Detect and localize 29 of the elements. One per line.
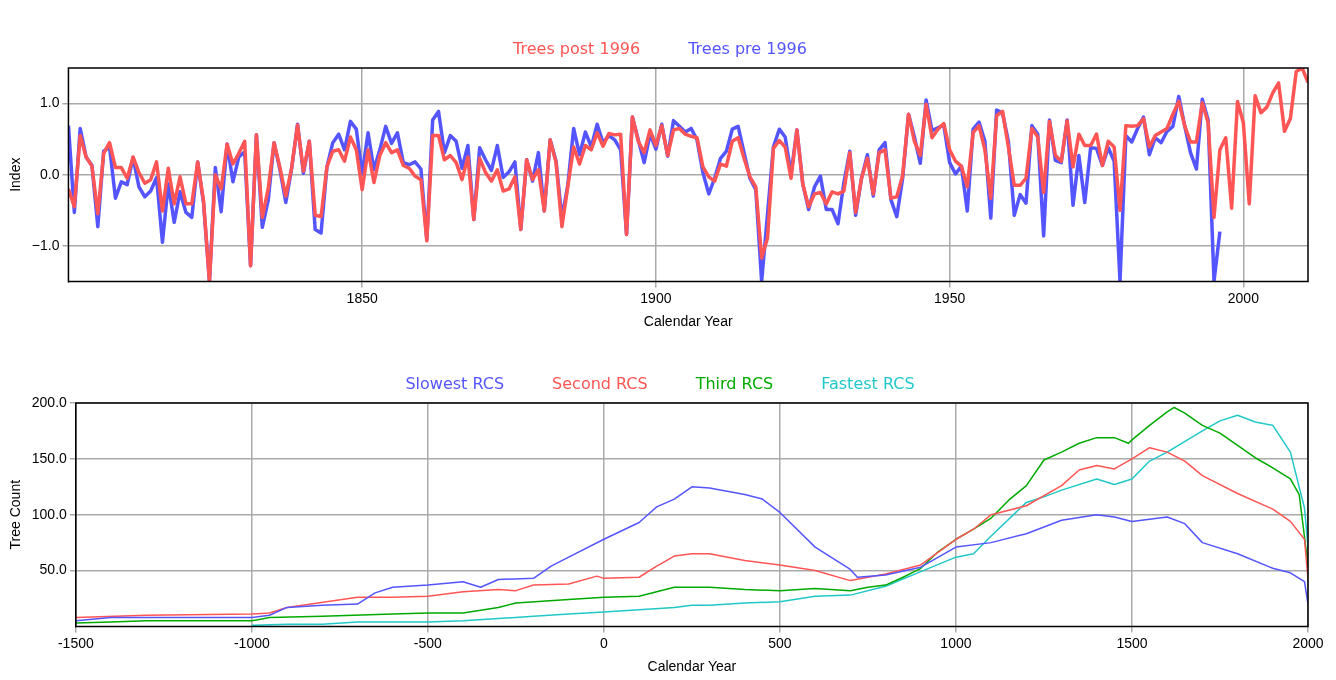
y-tick-label: 50.0 [39,561,68,578]
text: Fastest RCS [821,374,915,394]
y-tick-label: 100.0 [31,505,68,522]
x-axis-title: Calendar Year [647,658,737,675]
text: Trees post 1996 [512,39,641,59]
x-tick-label: 1950 [934,289,966,306]
x-axis-title: Calendar Year [643,313,733,330]
x-tick-label: 500 [768,634,792,651]
y-tick-label: 150.0 [31,449,68,466]
x-tick-label: 1850 [346,289,378,306]
text: Second RCS [552,374,648,394]
y-tick-label: 1.0 [39,94,60,111]
x-tick-label: 1000 [940,634,972,651]
y-axis-title: Index [7,157,24,192]
y-tick-label: 200.0 [31,393,68,410]
x-tick-label: 1500 [1116,634,1148,651]
text: Trees pre 1996 [687,39,807,59]
x-tick-label: -500 [413,634,443,651]
y-axis-title: Tree Count [7,479,24,550]
text: Slowest RCS [405,374,505,394]
x-tick-label: 2000 [1227,289,1260,306]
x-tick-label: 1900 [640,289,672,306]
x-tick-label: 0 [600,634,609,651]
x-tick-label: 2000 [1292,634,1324,651]
y-tick-label: −1.0 [31,236,60,253]
x-tick-label: -1500 [57,634,94,651]
text: Third RCS [694,374,774,394]
y-tick-label: 0.0 [39,165,60,182]
x-tick-label: -1000 [233,634,270,651]
